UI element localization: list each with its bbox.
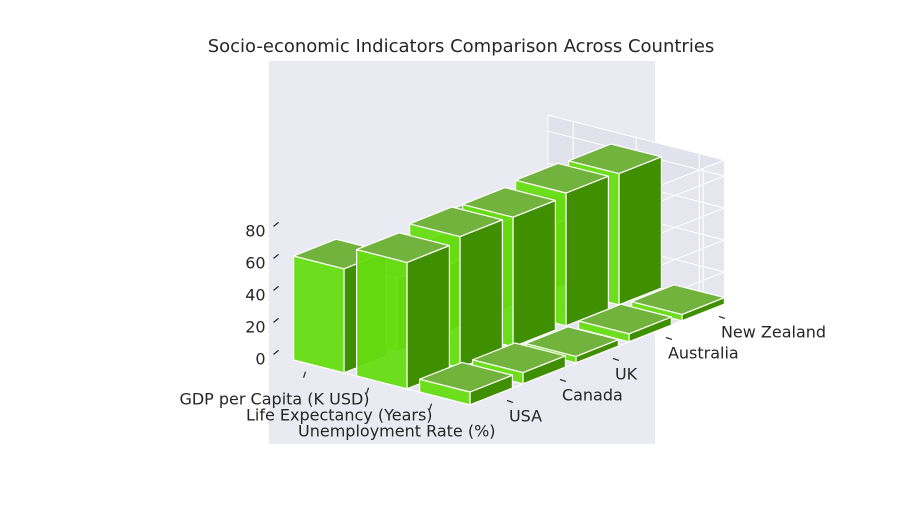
z-tick	[273, 285, 279, 291]
z-tick	[273, 253, 279, 259]
y-tick-label: Australia	[668, 343, 739, 362]
bar-top-face	[356, 232, 450, 263]
bar	[356, 232, 450, 390]
x-tick	[302, 371, 307, 378]
bar-side-face	[512, 199, 557, 348]
z-tick-label: 80	[245, 221, 265, 240]
bar-front-face	[293, 255, 345, 374]
y-tick	[665, 336, 673, 340]
bar-side-face	[618, 156, 663, 306]
bar-top-face	[630, 284, 726, 315]
bar-side-face	[406, 245, 450, 390]
bar-top-face	[409, 206, 503, 238]
x-tick	[428, 403, 433, 410]
y-tick-label: UK	[615, 364, 638, 383]
bar	[419, 361, 514, 406]
z-tick	[273, 317, 279, 323]
z-axis: 0 20 40 60 80	[245, 221, 279, 368]
bar-side-face	[459, 219, 503, 369]
chart-title: Socio-economic Indicators Comparison Acr…	[208, 36, 715, 57]
x-axis: GDP per Capita (K USD)Life Expectancy (Y…	[179, 371, 496, 441]
bar-top-face	[524, 326, 620, 357]
bar-top-face	[567, 143, 663, 175]
z-tick	[273, 349, 279, 355]
bar-front-face	[356, 249, 408, 390]
y-tick-label: USA	[509, 406, 542, 425]
y-tick-label: Canada	[562, 385, 623, 404]
y-tick	[506, 399, 514, 403]
z-tick-label: 0	[255, 349, 265, 368]
x-tick-label: GDP per Capita (K USD)	[179, 390, 369, 409]
z-tick	[273, 221, 279, 227]
bar-top-face	[514, 162, 610, 194]
bar-top-face	[577, 303, 673, 335]
y-tick	[612, 357, 620, 361]
z-tick-label: 20	[245, 317, 265, 336]
bar-side-face	[565, 175, 610, 327]
y-tick	[718, 315, 726, 319]
y-axis: USA Canada UK Australia New Zealand	[506, 315, 826, 425]
bar-top-face	[419, 361, 514, 393]
bar-top-face	[462, 187, 557, 218]
y-tick-label: New Zealand	[721, 322, 826, 341]
x-tick	[365, 387, 370, 394]
bar-top-face	[472, 342, 567, 374]
x-tick-label: Unemployment Rate (%)	[298, 422, 496, 441]
z-tick-label: 40	[245, 285, 265, 304]
x-tick-label: Life Expectancy (Years)	[246, 406, 433, 425]
z-tick-label: 60	[245, 253, 265, 272]
bars	[293, 143, 726, 406]
y-tick	[559, 378, 567, 382]
